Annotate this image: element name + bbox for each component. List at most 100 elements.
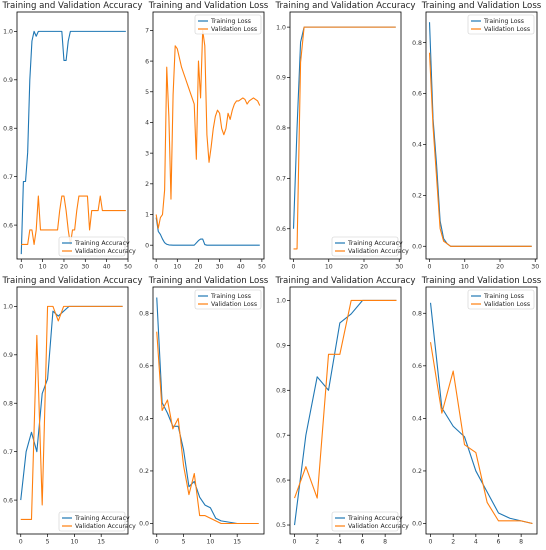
y-tick-label: 3 <box>145 150 149 157</box>
x-tick-label: 0 <box>154 264 158 271</box>
x-tick-label: 4 <box>474 539 478 546</box>
legend-label: Training Loss <box>483 293 524 300</box>
legend-label: Validation Accuracy <box>348 523 409 530</box>
x-tick-label: 10 <box>206 539 214 546</box>
x-tick-label: 6 <box>361 539 365 546</box>
y-tick-label: 0.4 <box>412 142 422 149</box>
chart-title: Training and Validation Accuracy <box>2 1 143 11</box>
series-line-training-loss <box>156 297 259 525</box>
legend-label: Training Accuracy <box>74 515 130 522</box>
x-tick-label: 30 <box>531 264 539 271</box>
y-tick-label: 0.9 <box>276 343 286 350</box>
plot-frame <box>289 11 402 260</box>
x-tick-label: 5 <box>46 539 50 546</box>
y-tick-label: 0.7 <box>276 432 286 439</box>
x-tick-label: 0 <box>155 539 159 546</box>
chart-title: Training and Validation Accuracy <box>275 276 416 286</box>
y-tick-label: 6 <box>145 58 149 65</box>
x-tick-label: 50 <box>124 264 132 271</box>
chart-title: Training and Validation Accuracy <box>2 276 143 286</box>
y-tick-label: 0 <box>145 242 149 249</box>
chart-svg: Training and Validation Loss 0 2 4 6 8 0.0 0.2 0… <box>412 276 542 546</box>
y-tick-label: 0.0 <box>139 521 149 528</box>
series-line-training-accuracy <box>20 305 123 501</box>
y-tick-label: 0.4 <box>412 416 422 423</box>
legend-label: Training Loss <box>483 18 524 25</box>
x-tick-label: 5 <box>182 539 186 546</box>
legend-label: Training Accuracy <box>347 240 403 247</box>
y-tick-label: 0.8 <box>3 400 13 407</box>
legend-label: Validation Loss <box>211 301 257 308</box>
x-tick-label: 0 <box>19 539 23 546</box>
plot-frame <box>425 286 538 535</box>
chart-panel-accuracy-1: Training and Validation Accuracy 0 10 20 30 4… <box>0 0 143 275</box>
plot-frame <box>152 286 265 535</box>
y-tick-label: 0.7 <box>3 449 13 456</box>
y-tick-label: 0.9 <box>276 75 286 82</box>
chart-svg: Training and Validation Loss 0 10 20 30 0.0 0.… <box>412 1 542 271</box>
x-tick-label: 20 <box>360 264 368 271</box>
y-tick-label: 0.8 <box>412 310 422 317</box>
y-tick-label: 4 <box>145 120 149 127</box>
series-line-training-loss <box>429 302 533 525</box>
series-line-validation-loss <box>156 331 259 525</box>
chart-panel-loss-3: Training and Validation Loss 0 5 10 15 0.0 0.2… <box>136 275 272 550</box>
chart-svg: Training and Validation Loss 0 5 10 15 0.0 0.2… <box>139 276 269 546</box>
y-tick-label: 0.0 <box>412 521 422 528</box>
y-tick-label: 0.0 <box>412 243 422 250</box>
x-tick-label: 0 <box>428 264 432 271</box>
x-tick-label: 15 <box>97 539 105 546</box>
x-tick-label: 0 <box>19 264 23 271</box>
series-line-validation-accuracy <box>294 299 397 499</box>
legend-label: Validation Accuracy <box>75 248 136 255</box>
y-tick-label: 2 <box>145 181 149 188</box>
x-tick-label: 30 <box>395 264 403 271</box>
series-line-training-loss <box>155 217 260 246</box>
chart-panel-accuracy-4: Training and Validation Accuracy 0 2 4 6 8 0.5… <box>273 275 416 550</box>
y-tick-label: 0.6 <box>3 497 13 504</box>
y-tick-label: 0.5 <box>276 522 286 529</box>
x-tick-label: 20 <box>496 264 504 271</box>
legend-label: Validation Loss <box>484 301 530 308</box>
legend-label: Training Accuracy <box>347 515 403 522</box>
chart-svg: Training and Validation Accuracy 0 2 4 6 8 0.5… <box>275 276 416 546</box>
x-tick-label: 50 <box>258 264 266 271</box>
legend-label: Validation Loss <box>211 26 257 33</box>
series-line-training-accuracy <box>292 26 396 229</box>
y-tick-label: 0.8 <box>3 125 13 132</box>
x-tick-label: 2 <box>315 539 319 546</box>
series-line-validation-loss <box>155 29 261 229</box>
x-tick-label: 15 <box>233 539 241 546</box>
y-tick-label: 0.8 <box>139 310 149 317</box>
plot-frame <box>16 286 129 535</box>
y-tick-label: 0.8 <box>276 125 286 132</box>
x-tick-label: 2 <box>451 539 455 546</box>
x-tick-label: 6 <box>497 539 501 546</box>
y-tick-label: 0.6 <box>276 477 286 484</box>
x-tick-label: 20 <box>195 264 203 271</box>
y-tick-label: 0.9 <box>3 77 13 84</box>
series-line-training-accuracy <box>293 299 397 526</box>
chart-svg: Training and Validation Loss 0 10 20 30 40 50 0… <box>145 1 269 271</box>
y-tick-label: 0.6 <box>3 222 13 229</box>
chart-svg: Training and Validation Accuracy 0 5 10 15 0.… <box>2 276 143 546</box>
y-tick-label: 0.6 <box>412 91 422 98</box>
series-line-validation-loss <box>428 52 532 247</box>
chart-panel-accuracy-3: Training and Validation Accuracy 0 5 10 15 0.… <box>0 275 143 550</box>
legend-label: Training Accuracy <box>74 240 130 247</box>
chart-svg: Training and Validation Accuracy 0 10 20 30 4… <box>2 1 143 271</box>
plot-frame <box>16 11 129 260</box>
x-tick-label: 10 <box>325 264 333 271</box>
y-tick-label: 0.9 <box>3 352 13 359</box>
x-tick-label: 30 <box>216 264 224 271</box>
y-tick-label: 7 <box>145 28 149 35</box>
y-tick-label: 0.7 <box>276 176 286 183</box>
